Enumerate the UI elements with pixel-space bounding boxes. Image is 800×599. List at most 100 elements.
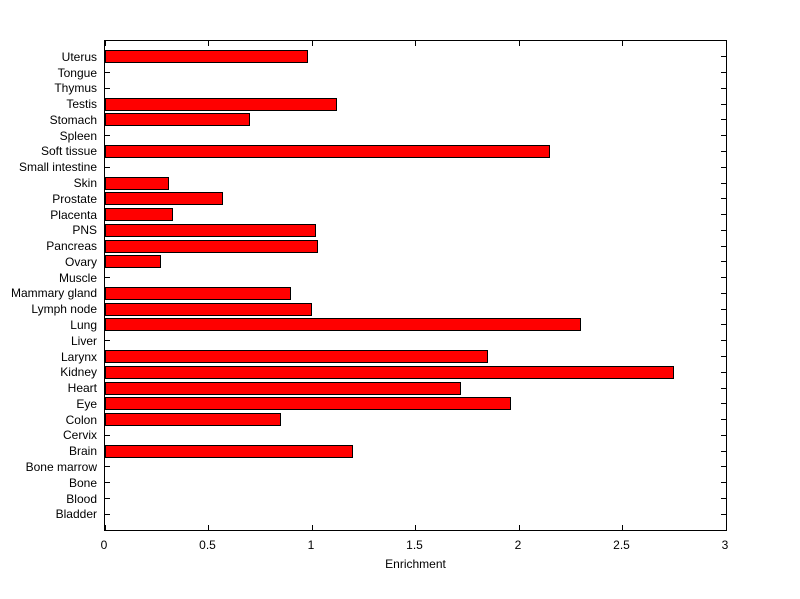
y-tick-label-kidney: Kidney [60,365,97,380]
x-tick-bottom-1 [208,525,209,530]
y-tick-right-testis [721,103,726,105]
y-tick-right-larynx [721,356,726,357]
y-tick-label-heart: Heart [67,381,97,395]
y-tick-label-ovary: Ovary [64,254,97,269]
y-tick-right-blood [721,498,726,499]
y-tick-right-cervix [721,434,726,436]
y-tick-label-colon: Colon [65,412,97,427]
x-tick-bottom-6 [725,525,727,530]
y-tick-label-liver: Liver [70,333,97,348]
x-tick-label-0: 0 [100,538,108,552]
y-tick-right-heart [721,387,726,389]
bar-pancreas [105,239,319,253]
y-tick-right-placenta [721,214,726,215]
bar-ovary [105,255,161,269]
x-tick-label-6: 3 [721,538,729,552]
y-tick-label-small-intestine: Small intestine [18,160,97,175]
y-tick-label-skin: Skin [73,176,97,190]
x-tick-label-5: 2.5 [613,538,630,552]
y-tick-label-placenta: Placenta [50,207,97,222]
bar-larynx [105,350,488,363]
x-tick-top-2 [311,41,313,46]
y-axis-tick-labels: Uterus Tongue Thymus Testis Stomach Spleen Sof… [0,40,97,531]
y-tick-label-pns: PNS [72,223,97,238]
y-tick-right-uterus [721,56,726,58]
y-tick-label-muscle: Muscle [58,270,97,285]
y-tick-label-cervix: Cervix [62,428,97,443]
y-tick-right-brain [721,450,726,452]
y-tick-left-bone [105,482,110,484]
y-tick-label-blood: Blood [66,491,97,506]
bar-mammary-gland [105,286,292,300]
y-tick-left-tongue [105,72,110,73]
y-tick-right-pns [721,229,726,231]
y-tick-right-colon [721,419,726,421]
y-tick-label-spleen: Spleen [59,128,97,143]
y-tick-label-soft-tissue: Soft tissue [40,144,97,159]
y-tick-right-kidney [721,371,726,373]
y-tick-right-lung [721,324,726,326]
x-tick-top-1 [208,41,209,46]
y-tick-left-small-intestine [105,166,110,168]
x-tick-top-6 [725,41,727,46]
y-tick-right-soft-tissue [721,150,726,152]
y-tick-label-stomach: Stomach [49,112,97,127]
bar-uterus [105,50,308,64]
y-tick-right-mammary-gland [721,292,726,294]
x-tick-bottom-4 [518,525,520,530]
x-tick-bottom-5 [622,525,623,530]
y-tick-label-brain: Brain [68,444,97,459]
y-tick-right-ovary [721,261,726,263]
y-tick-left-thymus [105,87,110,89]
x-axis-title: Enrichment [385,557,446,571]
y-tick-label-larynx: Larynx [60,349,97,364]
x-tick-bottom-3 [415,525,416,530]
y-tick-right-lymph-node [721,308,726,310]
y-tick-left-bladder [105,513,110,515]
y-tick-left-cervix [105,434,110,436]
y-tick-left-bone-marrow [105,466,110,468]
y-tick-label-mammary-gland: Mammary gland [10,286,97,301]
y-tick-left-liver [105,340,110,342]
y-tick-right-bone [721,482,726,484]
y-tick-left-blood [105,498,110,499]
y-tick-label-tongue: Tongue [57,65,97,80]
bar-lymph-node [105,302,312,316]
bar-kidney [105,365,675,379]
x-tick-label-2: 1 [307,538,315,552]
x-tick-label-1: 0.5 [199,538,216,552]
x-tick-top-5 [622,41,623,46]
y-tick-label-thymus: Thymus [54,81,97,96]
y-tick-label-testis: Testis [66,97,97,112]
y-tick-label-prostate: Prostate [52,191,97,206]
y-tick-right-pancreas [721,245,726,247]
bar-brain [105,444,354,458]
bar-testis [105,97,337,111]
y-tick-right-eye [721,403,726,405]
y-tick-right-thymus [721,87,726,89]
x-tick-top-0 [104,41,106,46]
x-tick-top-3 [415,41,416,46]
bar-soft-tissue [105,144,551,158]
y-tick-right-small-intestine [721,166,726,168]
y-tick-right-liver [721,340,726,342]
y-tick-right-prostate [721,198,726,200]
y-tick-right-skin [721,182,726,184]
y-tick-right-spleen [721,135,726,137]
bar-eye [105,397,511,411]
x-tick-label-3: 1.5 [406,538,423,552]
x-tick-top-4 [518,41,520,46]
y-tick-label-bladder: Bladder [55,507,97,522]
bar-pns [105,223,317,237]
y-tick-right-stomach [721,119,726,121]
x-axis-tick-labels: 0 0.5 1 1.5 2 2.5 3 [100,538,729,554]
bar-prostate [105,192,223,206]
bar-skin [105,176,170,190]
plot-area [104,40,727,531]
y-tick-left-spleen [105,135,110,137]
y-tick-label-lung: Lung [70,317,97,332]
y-tick-right-bladder [721,513,726,515]
bar-placenta [105,208,174,221]
y-tick-label-eye: Eye [76,396,97,411]
bar-colon [105,413,281,427]
